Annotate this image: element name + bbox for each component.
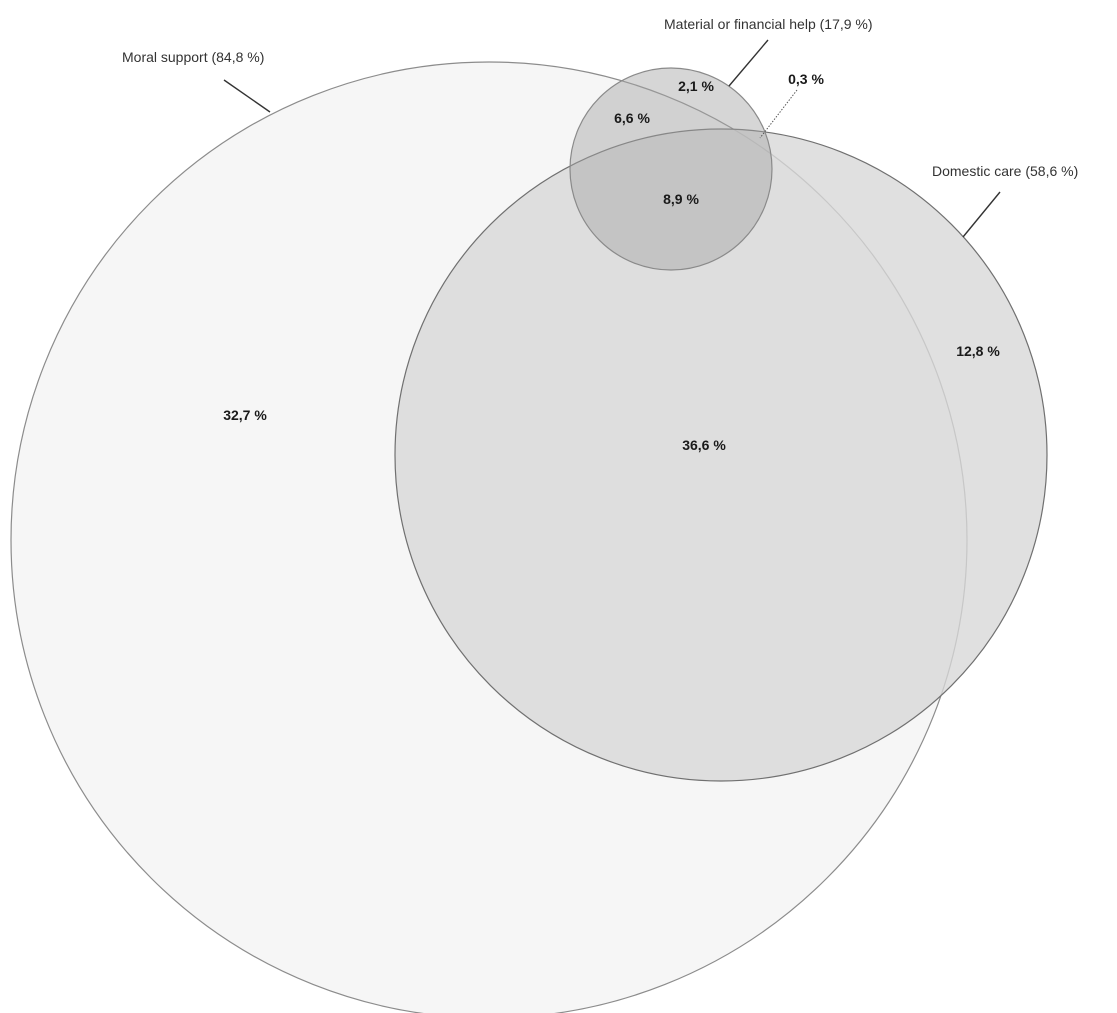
set-label-material: Material or financial help (17,9 %) [664,16,873,32]
set-label-domestic: Domestic care (58,6 %) [932,163,1078,179]
region-label-moral-domestic-material: 8,9 % [663,191,699,207]
leader-line-domestic-material [759,89,798,139]
region-label-moral-material: 6,6 % [614,110,650,126]
set-labels: Moral support (84,8 %) Domestic care (58,… [122,16,1078,179]
leader-line-material [728,39,769,87]
leader-line-moral [223,79,271,113]
leader-lines [223,39,1001,238]
leader-line-domestic [962,191,1001,238]
region-labels: 32,7 % 12,8 % 2,1 % 36,6 % 6,6 % 0,3 % 8,9 % [223,71,1000,453]
region-label-domestic-material: 0,3 % [788,71,824,87]
venn-circles [10,61,1048,1013]
venn-circle-material [569,67,773,271]
region-label-moral: 32,7 % [223,407,267,423]
region-label-material: 2,1 % [678,78,714,94]
venn-circle-domestic [394,128,1048,782]
region-label-domestic: 12,8 % [956,343,1000,359]
region-label-moral-domestic: 36,6 % [682,437,726,453]
set-label-moral: Moral support (84,8 %) [122,49,264,65]
